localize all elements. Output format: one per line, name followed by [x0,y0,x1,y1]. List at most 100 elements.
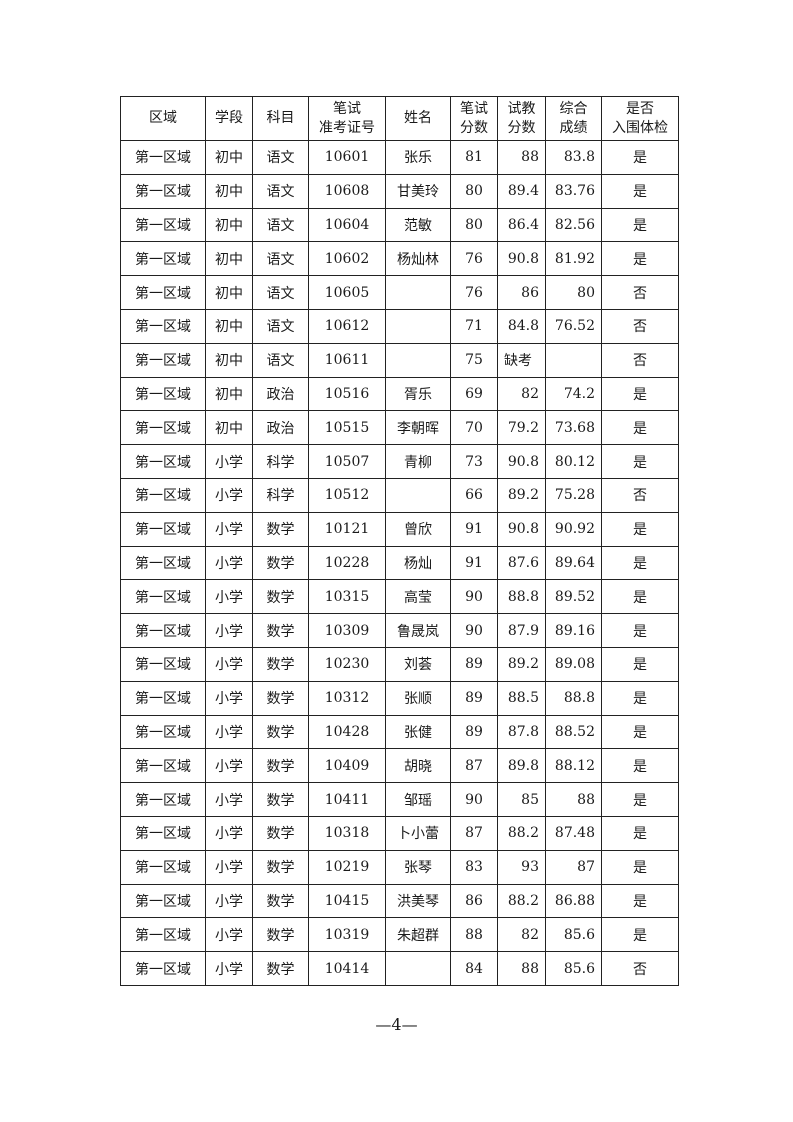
cell-name: 杨灿林 [385,241,451,277]
header-stage: 学段 [205,96,253,141]
cell-subject: 语文 [252,140,309,175]
cell-stage: 小学 [205,782,253,817]
table-row: 第一区域 初中 语文 10604 范敏 80 86.4 82.56 是 [120,207,679,243]
cell-name: 刘荟 [385,646,451,682]
cell-region: 第一区域 [120,275,206,310]
cell-region: 第一区域 [120,951,206,986]
cell-teaching-score: 93 [497,849,546,885]
cell-exam-id: 10230 [308,646,386,682]
cell-region: 第一区域 [120,815,206,851]
cell-exam-id: 10219 [308,849,386,885]
table-row: 第一区域 初中 语文 10601 张乐 81 88 83.8 是 [120,140,679,175]
table-row: 第一区域 小学 数学 10415 洪美琴 86 88.2 86.88 是 [120,883,679,919]
cell-subject: 数学 [252,782,309,817]
cell-written-score: 66 [450,477,498,513]
header-line: 笔试 [333,100,361,117]
cell-total-score [545,342,602,378]
table-row: 第一区域 初中 语文 10612 71 84.8 76.52 否 [120,308,679,344]
cell-region: 第一区域 [120,140,206,175]
table-row: 第一区域 小学 数学 10121 曾欣 91 90.8 90.92 是 [120,511,679,547]
header-region: 区域 [120,96,206,141]
cell-name [385,951,451,986]
cell-stage: 初中 [205,342,253,378]
table-row: 第一区域 小学 数学 10228 杨灿 91 87.6 89.64 是 [120,545,679,581]
cell-written-score: 88 [450,917,498,953]
cell-written-score: 71 [450,308,498,344]
cell-stage: 小学 [205,511,253,547]
cell-stage: 初中 [205,376,253,412]
cell-total-score: 76.52 [545,308,602,344]
cell-exam-id: 10507 [308,444,386,479]
cell-written-score: 75 [450,342,498,378]
header-name: 姓名 [385,96,451,141]
cell-exam-id: 10428 [308,714,386,750]
table-row: 第一区域 小学 数学 10318 卜小蕾 87 88.2 87.48 是 [120,815,679,851]
cell-teaching-score: 84.8 [497,308,546,344]
cell-written-score: 84 [450,951,498,986]
cell-total-score: 89.64 [545,545,602,581]
cell-subject: 语文 [252,241,309,277]
cell-total-score: 80.12 [545,444,602,479]
cell-total-score: 83.76 [545,173,602,209]
cell-subject: 政治 [252,410,309,446]
cell-exam-id: 10415 [308,883,386,919]
cell-shortlisted: 是 [601,444,679,479]
cell-exam-id: 10612 [308,308,386,344]
cell-shortlisted: 是 [601,782,679,817]
cell-written-score: 91 [450,545,498,581]
cell-teaching-score: 90.8 [497,444,546,479]
cell-name: 张琴 [385,849,451,885]
cell-teaching-score: 88.2 [497,883,546,919]
header-written-score: 笔试 分数 [450,96,498,141]
cell-name: 朱超群 [385,917,451,953]
cell-stage: 小学 [205,883,253,919]
cell-exam-id: 10602 [308,241,386,277]
cell-total-score: 88 [545,782,602,817]
header-line: 试教 [507,100,536,117]
cell-subject: 数学 [252,511,309,547]
table-row: 第一区域 小学 数学 10414 84 88 85.6 否 [120,951,679,986]
cell-region: 第一区域 [120,173,206,209]
cell-name: 曾欣 [385,511,451,547]
cell-shortlisted: 否 [601,308,679,344]
cell-written-score: 89 [450,646,498,682]
table-row: 第一区域 初中 语文 10608 甘美玲 80 89.4 83.76 是 [120,173,679,209]
cell-total-score: 81.92 [545,241,602,277]
table-row: 第一区域 初中 政治 10515 李朝晖 70 79.2 73.68 是 [120,410,679,446]
cell-total-score: 74.2 [545,376,602,412]
table-row: 第一区域 初中 语文 10602 杨灿林 76 90.8 81.92 是 [120,241,679,277]
cell-stage: 小学 [205,849,253,885]
cell-name: 高莹 [385,579,451,615]
cell-name: 卜小蕾 [385,815,451,851]
cell-stage: 小学 [205,917,253,953]
cell-total-score: 88.12 [545,748,602,784]
cell-total-score: 86.88 [545,883,602,919]
cell-exam-id: 10516 [308,376,386,412]
cell-teaching-score: 82 [497,917,546,953]
cell-stage: 小学 [205,815,253,851]
cell-name [385,308,451,344]
cell-written-score: 76 [450,275,498,310]
cell-stage: 小学 [205,579,253,615]
header-subject: 科目 [252,96,309,141]
cell-name: 杨灿 [385,545,451,581]
cell-shortlisted: 是 [601,376,679,412]
cell-region: 第一区域 [120,782,206,817]
cell-name: 李朝晖 [385,410,451,446]
table-row: 第一区域 初中 语文 10605 76 86 80 否 [120,275,679,310]
cell-stage: 初中 [205,173,253,209]
cell-written-score: 76 [450,241,498,277]
cell-region: 第一区域 [120,511,206,547]
header-line: 准考证号 [319,119,375,136]
cell-shortlisted: 是 [601,917,679,953]
table-row: 第一区域 小学 科学 10507 青柳 73 90.8 80.12 是 [120,444,679,479]
cell-exam-id: 10121 [308,511,386,547]
cell-region: 第一区域 [120,342,206,378]
cell-total-score: 73.68 [545,410,602,446]
header-line: 分数 [460,119,488,136]
cell-shortlisted: 是 [601,410,679,446]
cell-exam-id: 10611 [308,342,386,378]
cell-region: 第一区域 [120,883,206,919]
table-row: 第一区域 小学 数学 10312 张顺 89 88.5 88.8 是 [120,680,679,716]
cell-region: 第一区域 [120,207,206,243]
